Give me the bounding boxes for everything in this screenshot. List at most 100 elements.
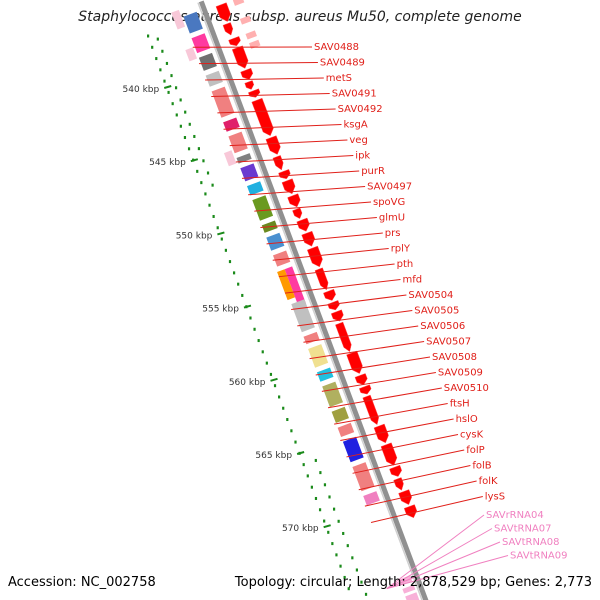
label-leader <box>334 403 448 425</box>
gene-label: SAV0507 <box>426 337 471 348</box>
cog-block <box>352 462 375 492</box>
kbp-tick <box>217 231 225 236</box>
ruler-dot <box>302 463 305 467</box>
outer-ruler-dot <box>360 580 363 584</box>
ruler-dot <box>171 102 174 106</box>
gene-label: SAV0510 <box>444 383 489 394</box>
outer-ruler-dot <box>197 147 200 151</box>
ruler-dot <box>273 384 277 388</box>
ruler-dot <box>257 339 260 343</box>
outer-ruler <box>156 37 368 596</box>
cog-block <box>240 163 259 182</box>
ruler-dot <box>200 181 203 185</box>
gene-arrow <box>323 288 336 301</box>
gene-arrow <box>354 373 368 386</box>
outer-ruler-dot <box>170 74 173 78</box>
label-leader <box>321 372 436 392</box>
cog-block <box>363 491 380 506</box>
label-leader <box>235 155 354 163</box>
cog-block <box>183 11 203 34</box>
gene-label: folB <box>472 461 491 472</box>
ruler-dot <box>216 226 219 230</box>
outer-ruler-dot <box>319 471 322 475</box>
ruler-dot <box>282 406 285 410</box>
gene-labels: SAV0488 SAV0489 metS SAV0491 SAV0492 ksgA veg i… <box>192 42 568 590</box>
gene-arrow <box>281 178 296 195</box>
ruler-dot <box>331 542 334 546</box>
outer-ruler-dot <box>328 495 331 499</box>
cog-block <box>198 52 217 71</box>
label-leader <box>291 294 407 310</box>
ruler-dot <box>159 68 162 72</box>
gene-label: veg <box>349 135 367 146</box>
gene-label: purR <box>361 166 385 177</box>
outer-ruler-dot <box>211 183 214 187</box>
rna-block <box>405 592 420 600</box>
outer-ruler-dot <box>342 531 345 535</box>
ruler-dot <box>335 553 338 557</box>
cog-block <box>247 181 264 196</box>
kbp-label: 565 kbp <box>255 451 292 461</box>
cog-block <box>223 117 240 132</box>
ruler-dot <box>269 372 273 376</box>
gene-arrow <box>296 217 310 232</box>
kbp-tick <box>243 304 252 309</box>
kbp-label: 545 kbp <box>149 158 186 168</box>
cog-block <box>331 406 349 423</box>
cog-block <box>273 250 291 267</box>
gene-arrow <box>265 135 281 155</box>
gene-label: SAVtRNA08 <box>502 537 560 548</box>
gene-label: spoVG <box>373 197 405 208</box>
cog-block <box>322 381 343 408</box>
ruler-dot <box>208 203 211 207</box>
gene-label: mfd <box>403 275 423 286</box>
cog-block <box>308 344 329 368</box>
ruler-dot <box>265 361 268 365</box>
kbp-tick <box>163 85 172 89</box>
gene-arrow <box>278 169 291 180</box>
label-leader <box>217 108 336 114</box>
label-leader <box>198 62 318 65</box>
cog-block <box>191 33 211 54</box>
outer-ruler-dot <box>323 483 327 487</box>
label-leader <box>254 201 372 212</box>
cog-block <box>316 367 334 382</box>
ruler-dot <box>151 45 154 49</box>
cog-block-shadow <box>171 9 186 30</box>
gene-arrow <box>222 22 234 36</box>
ruler-dot <box>183 136 187 140</box>
outer-ruler-dot <box>188 122 191 126</box>
ruler-dot <box>323 519 326 523</box>
ruler-dot <box>327 530 330 534</box>
outer-ruler-dot <box>206 171 210 175</box>
gene-arrow <box>327 300 340 311</box>
cog-block <box>303 331 320 345</box>
gene-arrow-shadow <box>245 30 257 40</box>
outer-ruler-dot <box>184 110 187 114</box>
gene-arrow <box>240 67 254 80</box>
label-leader <box>340 418 454 442</box>
ruler-dot <box>228 260 232 264</box>
label-leader <box>241 170 360 179</box>
ruler-dot <box>147 34 150 38</box>
ruler-dot <box>237 282 240 286</box>
gene-arrow-shadow <box>239 15 252 25</box>
label-leader <box>297 310 413 327</box>
gene-label: SAVtRNA09 <box>510 551 568 562</box>
gene-label: rplY <box>391 244 411 255</box>
gene-arrow <box>358 384 372 395</box>
cog-block-shadow <box>185 47 198 62</box>
outer-ruler-dot <box>332 507 336 511</box>
label-leader <box>248 186 366 196</box>
ruler-dot <box>310 485 313 489</box>
label-leader <box>386 541 501 590</box>
label-leader <box>272 248 389 261</box>
gene-label: SAV0489 <box>320 58 365 69</box>
cog-block <box>284 266 307 307</box>
kbp-tick <box>323 524 331 529</box>
outer-ruler-dot <box>202 159 205 163</box>
gene-label: SAV0504 <box>408 290 453 301</box>
ruler-dot <box>241 293 244 297</box>
accession-text: Accession: NC_002758 <box>8 575 156 590</box>
label-leader <box>266 232 383 245</box>
